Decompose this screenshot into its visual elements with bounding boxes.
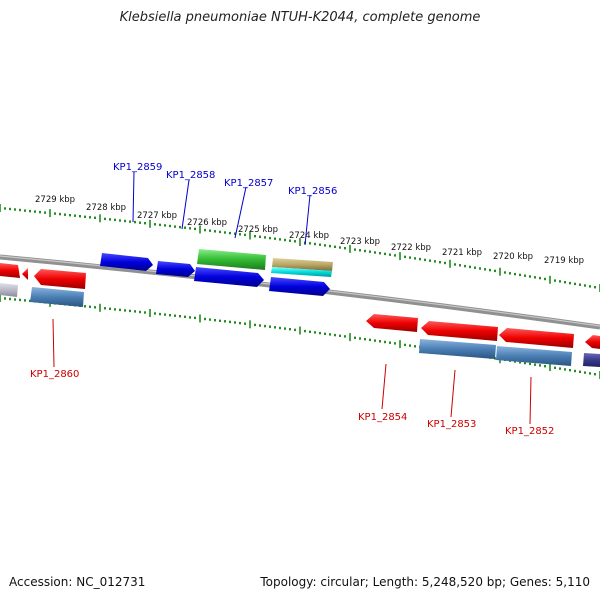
gene-label: KP1_2852 <box>505 426 554 437</box>
gene-arrow[interactable] <box>0 263 20 278</box>
accession-text: Accession: NC_012731 <box>9 575 146 589</box>
kbp-scale: 2729 kbp 2728 kbp 2727 kbp 2726 kbp 2725… <box>35 195 584 266</box>
gene-box[interactable] <box>271 267 332 277</box>
gene-arrow[interactable] <box>585 335 600 349</box>
kbp-label: 2726 kbp <box>187 218 227 228</box>
kbp-label: 2727 kbp <box>137 211 177 221</box>
gene-label: KP1_2854 <box>358 412 407 423</box>
gene-arrow[interactable] <box>421 321 498 341</box>
gene-arrow[interactable] <box>499 328 574 348</box>
gene-arrow[interactable] <box>156 261 195 277</box>
left-genes <box>0 263 86 307</box>
gene-box[interactable] <box>197 249 266 270</box>
gene-arrow[interactable] <box>34 269 86 289</box>
kbp-label: 2722 kbp <box>391 243 431 253</box>
kbp-label: 2721 kbp <box>442 248 482 258</box>
kbp-label: 2723 kbp <box>340 237 380 247</box>
gene-label: KP1_2853 <box>427 419 476 430</box>
label-leaders <box>52 171 532 425</box>
gene-label: KP1_2856 <box>288 186 337 197</box>
gene-box[interactable] <box>272 258 333 271</box>
gene-arrow[interactable] <box>269 277 330 296</box>
kbp-label: 2728 kbp <box>86 203 126 213</box>
gene-box[interactable] <box>496 346 572 366</box>
map-title: Klebsiella pneumoniae NTUH-K2044, comple… <box>119 10 481 25</box>
gene-arrow[interactable] <box>194 267 264 287</box>
outer-tick-track <box>0 204 600 292</box>
gene-box[interactable] <box>0 283 18 297</box>
gene-label: KP1_2859 <box>113 162 162 173</box>
gene-labels: KP1_2859 KP1_2858 KP1_2857 KP1_2856 KP1_… <box>30 162 554 437</box>
kbp-label: 2724 kbp <box>289 231 329 241</box>
kbp-label: 2725 kbp <box>238 225 278 235</box>
gene-box[interactable] <box>30 287 84 307</box>
gene-arrow[interactable] <box>100 253 153 271</box>
gene-label: KP1_2857 <box>224 178 273 189</box>
reverse-genes <box>366 314 600 367</box>
gene-box[interactable] <box>419 339 496 359</box>
kbp-label: 2720 kbp <box>493 252 533 262</box>
gene-label: KP1_2860 <box>30 369 79 380</box>
gene-label: KP1_2858 <box>166 170 215 181</box>
gene-arrow[interactable] <box>22 268 28 280</box>
gene-box[interactable] <box>583 353 600 367</box>
genome-summary-text: Topology: circular; Length: 5,248,520 bp… <box>260 575 590 589</box>
kbp-label: 2719 kbp <box>544 256 584 266</box>
gene-arrow[interactable] <box>366 314 418 332</box>
forward-genes <box>100 249 333 296</box>
kbp-label: 2729 kbp <box>35 195 75 205</box>
